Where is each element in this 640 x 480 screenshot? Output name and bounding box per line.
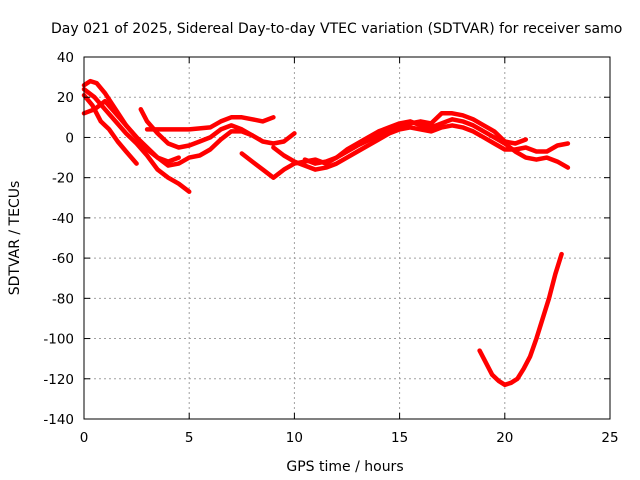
y-tick-label: -60	[52, 251, 74, 267]
series-track-9	[302, 111, 529, 166]
y-tick-label: -100	[43, 332, 74, 348]
x-tick-labels: 0 5 10 15 20 25	[80, 430, 619, 446]
grid-lines	[84, 57, 610, 419]
y-tick-label: -140	[43, 412, 74, 428]
series-track-8	[271, 123, 571, 172]
y-tick-label: -120	[43, 372, 74, 388]
plot-frame	[83, 56, 611, 420]
y-tick-label: 40	[57, 50, 74, 66]
series-track-10	[477, 251, 564, 388]
y-axis-label: SDTVAR / TECUs	[7, 181, 23, 296]
x-tick-label: 15	[391, 430, 408, 446]
series-track-5	[138, 107, 297, 150]
y-tick-label: -20	[52, 171, 74, 187]
x-tick-label: 10	[286, 430, 303, 446]
axis-ticks	[83, 56, 611, 420]
series-layer	[81, 78, 571, 388]
x-tick-label: 0	[80, 430, 89, 446]
y-tick-labels: -140 -120 -100 -80 -60 -40 -20 0 20 40	[43, 50, 74, 428]
series-track-3	[81, 92, 139, 166]
y-tick-label: -40	[52, 211, 74, 227]
series-track-6	[144, 115, 276, 132]
y-tick-label: -80	[52, 291, 74, 307]
chart-title: Day 021 of 2025, Sidereal Day-to-day VTE…	[51, 21, 622, 37]
x-tick-label: 5	[185, 430, 194, 446]
series-track-4	[81, 98, 181, 164]
x-tick-label: 20	[496, 430, 513, 446]
y-tick-label: 20	[57, 90, 74, 106]
y-tick-label: 0	[65, 130, 74, 146]
x-tick-label: 25	[601, 430, 618, 446]
series-track-1	[81, 78, 255, 168]
x-axis-label: GPS time / hours	[286, 459, 403, 475]
